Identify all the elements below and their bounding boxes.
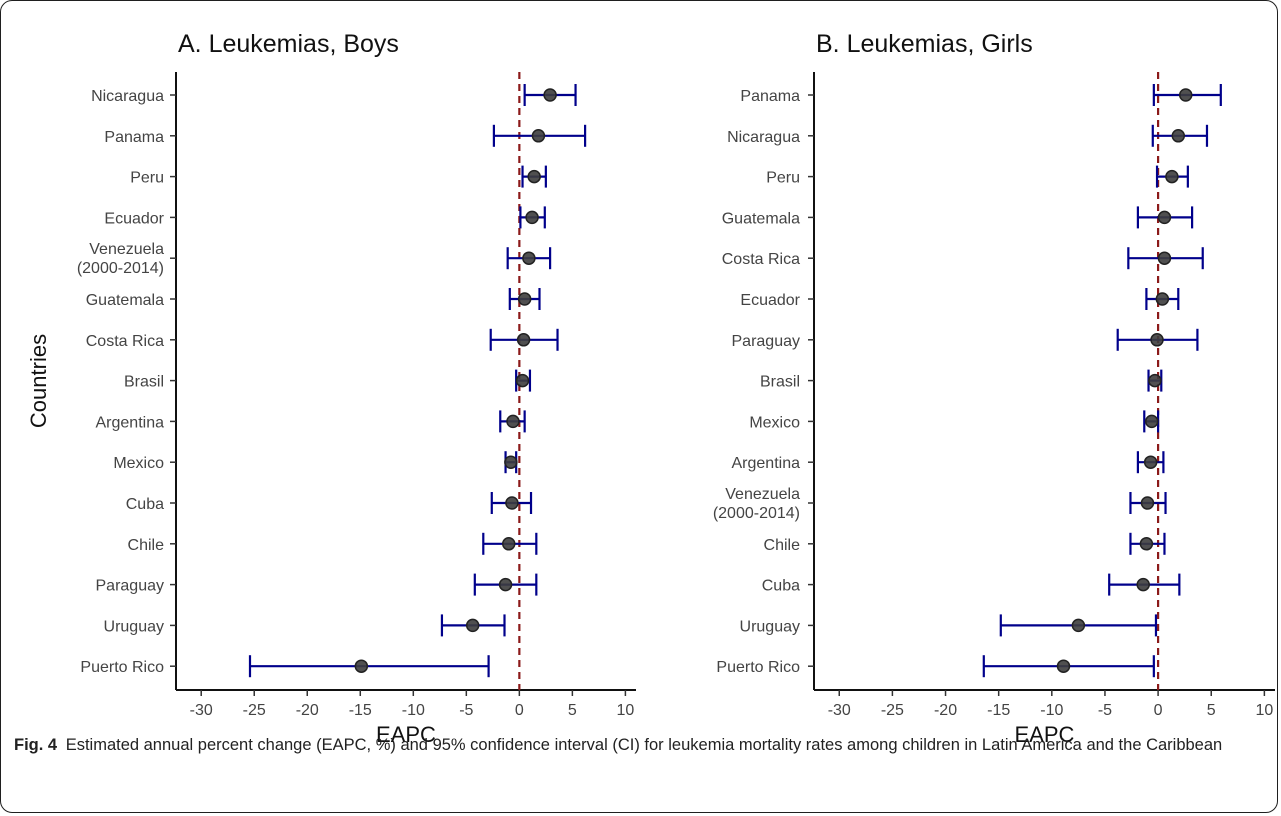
category-label: Brasil bbox=[124, 374, 164, 391]
estimate-point bbox=[522, 251, 536, 265]
category-label: Paraguay bbox=[96, 578, 165, 595]
category-label: Ecuador bbox=[740, 292, 800, 309]
category-label: Mexico bbox=[113, 455, 164, 472]
x-tick-label: -15 bbox=[349, 702, 372, 719]
estimate-point bbox=[543, 88, 557, 102]
panel-title: A. Leukemias, Boys bbox=[178, 30, 399, 58]
category-label: Uruguay bbox=[740, 618, 800, 635]
estimate-point bbox=[531, 129, 546, 143]
estimate-point bbox=[1140, 496, 1155, 510]
category-label: (2000-2014) bbox=[77, 260, 164, 277]
estimate-point bbox=[354, 659, 369, 673]
category-label: Peru bbox=[130, 170, 164, 187]
x-tick-label: 0 bbox=[1154, 702, 1163, 719]
x-tick-label: 10 bbox=[1255, 702, 1273, 719]
figure-caption-label: Fig. 4 bbox=[14, 736, 58, 754]
category-label: Brasil bbox=[760, 374, 800, 391]
category-label: (2000-2014) bbox=[713, 505, 800, 522]
x-tick-label: -25 bbox=[881, 702, 904, 719]
estimate-point bbox=[1171, 129, 1186, 143]
estimate-point bbox=[1143, 455, 1158, 469]
category-label: Venezuela bbox=[89, 241, 164, 258]
estimate-point bbox=[1136, 577, 1150, 592]
x-axis-label: EAPC bbox=[1015, 722, 1075, 747]
category-label: Panama bbox=[740, 88, 800, 105]
category-label: Costa Rica bbox=[722, 251, 800, 268]
category-label: Nicaragua bbox=[727, 129, 800, 146]
panel-girls: B. Leukemias, Girls -30 -25 -20 -15 -10 -5 0 5 10… bbox=[713, 30, 1275, 747]
estimate-point bbox=[506, 414, 520, 429]
figure-caption: Fig. 4 Estimated annual percent change (… bbox=[14, 733, 1264, 757]
category-label: Paraguay bbox=[732, 333, 801, 350]
x-tick-label: -5 bbox=[459, 702, 473, 719]
x-tick-label: -10 bbox=[1040, 702, 1063, 719]
category-label: Chile bbox=[764, 537, 801, 554]
category-label: Guatemala bbox=[722, 210, 800, 227]
estimate-point bbox=[527, 169, 541, 184]
estimate-point bbox=[1178, 88, 1193, 102]
category-label: Panama bbox=[104, 129, 164, 146]
x-axis-label: EAPC bbox=[376, 722, 436, 747]
x-tick-label: -25 bbox=[243, 702, 266, 719]
estimate-point bbox=[515, 373, 530, 388]
estimate-point bbox=[498, 577, 513, 592]
x-tick-label: 0 bbox=[515, 702, 524, 719]
x-tick-label: 5 bbox=[568, 702, 577, 719]
estimate-point bbox=[525, 210, 539, 225]
estimate-point bbox=[1157, 210, 1172, 225]
x-tick-label: -5 bbox=[1098, 702, 1112, 719]
x-tick-label: -20 bbox=[296, 702, 319, 719]
category-label: Cuba bbox=[762, 578, 800, 595]
x-tick-label: -30 bbox=[828, 702, 851, 719]
estimate-point bbox=[1155, 292, 1170, 306]
estimate-point bbox=[1150, 333, 1164, 347]
category-label: Peru bbox=[766, 170, 800, 187]
x-tick-label: -30 bbox=[190, 702, 213, 719]
x-tick-label: -20 bbox=[934, 702, 957, 719]
estimate-point bbox=[1157, 251, 1172, 265]
category-label: Venezuela bbox=[725, 486, 800, 503]
category-label: Guatemala bbox=[86, 292, 164, 309]
estimate-point bbox=[505, 496, 519, 510]
estimate-point bbox=[465, 618, 480, 633]
estimate-point bbox=[517, 292, 532, 306]
category-label: Chile bbox=[128, 537, 165, 554]
estimate-point bbox=[1148, 373, 1162, 388]
y-axis-label: Countries bbox=[26, 334, 51, 428]
category-label: Cuba bbox=[126, 496, 164, 513]
estimate-point bbox=[516, 333, 531, 347]
category-label: Uruguay bbox=[104, 618, 164, 635]
estimate-point bbox=[1056, 659, 1071, 673]
estimate-point bbox=[1139, 537, 1154, 551]
estimate-point bbox=[501, 537, 516, 551]
panel-title: B. Leukemias, Girls bbox=[816, 30, 1033, 58]
panel-boys: A. Leukemias, Boys -30 -25 -20 -15 -10 -5 0 5 10 E… bbox=[26, 30, 636, 747]
estimate-point bbox=[1071, 618, 1086, 633]
x-tick-label: 5 bbox=[1207, 702, 1216, 719]
estimate-point bbox=[1144, 414, 1159, 429]
x-tick-label: 10 bbox=[616, 702, 634, 719]
category-label: Mexico bbox=[749, 414, 800, 431]
category-label: Ecuador bbox=[104, 210, 164, 227]
figure-caption-text: Estimated annual percent change (EAPC, %… bbox=[65, 736, 1223, 754]
category-label: Argentina bbox=[732, 455, 801, 472]
x-tick-label: -15 bbox=[987, 702, 1010, 719]
category-label: Costa Rica bbox=[86, 333, 164, 350]
category-label: Argentina bbox=[96, 414, 165, 431]
category-label: Puerto Rico bbox=[716, 659, 800, 676]
estimate-point bbox=[1165, 169, 1179, 184]
category-label: Nicaragua bbox=[91, 88, 164, 105]
x-tick-label: -10 bbox=[402, 702, 425, 719]
category-label: Puerto Rico bbox=[80, 659, 164, 676]
estimate-point bbox=[504, 455, 518, 469]
